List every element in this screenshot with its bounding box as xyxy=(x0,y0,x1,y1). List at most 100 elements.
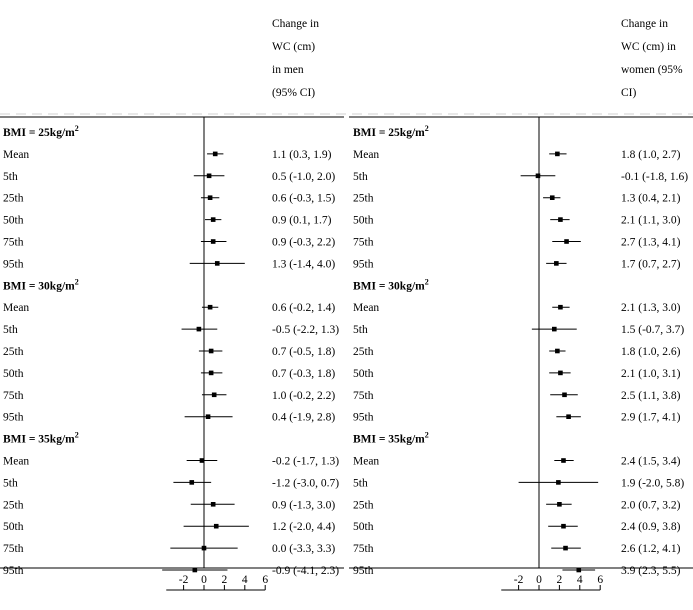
row-label: 75th xyxy=(3,237,24,249)
estimate-label: 0.6 (-0.2, 1.4) xyxy=(272,302,335,314)
estimate-point xyxy=(211,392,217,398)
row-label: 25th xyxy=(353,346,374,358)
row-label: 25th xyxy=(3,346,24,358)
estimate-label: -0.2 (-1.7, 1.3) xyxy=(272,456,339,468)
row-label: 95th xyxy=(353,258,374,270)
x-tick-label: 0 xyxy=(536,574,542,586)
estimate-label: 1.0 (-0.2, 2.2) xyxy=(272,390,335,402)
row-label: 25th xyxy=(353,193,374,205)
row-label: Mean xyxy=(353,456,379,468)
estimate-point xyxy=(201,545,207,551)
estimate-label: -1.2 (-3.0, 0.7) xyxy=(272,477,339,489)
row-label: 5th xyxy=(3,171,18,183)
x-tick-label: -2 xyxy=(514,574,524,586)
estimate-point xyxy=(210,502,216,507)
estimate-label: 2.0 (0.7, 3.2) xyxy=(621,499,681,511)
column-header-line: Change in xyxy=(272,18,319,30)
row-label: 75th xyxy=(3,543,24,555)
row-label: 95th xyxy=(353,565,374,577)
row-label: 95th xyxy=(3,258,24,270)
estimate-point xyxy=(199,458,205,463)
estimate-label: 1.7 (0.7, 2.7) xyxy=(621,258,681,270)
row-label: Mean xyxy=(3,456,29,468)
estimate-point xyxy=(554,261,559,266)
row-label: 95th xyxy=(3,565,24,577)
estimate-label: 2.5 (1.1, 3.8) xyxy=(621,390,681,402)
x-tick-label: 2 xyxy=(222,574,228,586)
estimate-point xyxy=(196,326,202,332)
estimate-label: 0.9 (-0.3, 2.2) xyxy=(272,237,335,249)
estimate-label: -0.5 (-2.2, 1.3) xyxy=(272,324,339,336)
estimate-label: 0.4 (-1.9, 2.8) xyxy=(272,412,335,424)
estimate-label: -0.1 (-1.8, 1.6) xyxy=(621,171,688,183)
estimate-point xyxy=(205,414,211,419)
row-label: 75th xyxy=(353,237,374,249)
row-label: Mean xyxy=(3,302,29,314)
estimate-label: 1.8 (1.0, 2.6) xyxy=(621,346,681,358)
row-label: 50th xyxy=(3,521,24,533)
group-label: BMI = 25kg/m2 xyxy=(353,124,429,139)
estimate-point xyxy=(210,239,216,244)
estimate-point xyxy=(576,567,582,573)
estimate-point xyxy=(207,304,213,310)
panel-women: Change in WC (cm) in women (95% CI) BMI = 25… xyxy=(349,18,693,591)
row-label: 5th xyxy=(3,324,18,336)
estimate-point xyxy=(210,217,216,222)
estimate-point xyxy=(189,480,195,485)
estimate-label: 0.9 (-1.3, 3.0) xyxy=(272,499,335,511)
estimate-point xyxy=(555,348,560,354)
estimate-label: 3.9 (2.3, 5.5) xyxy=(621,565,681,577)
estimate-point xyxy=(208,370,214,376)
estimate-label: 1.5 (-0.7, 3.7) xyxy=(621,324,684,336)
estimate-label: 2.7 (1.3, 4.1) xyxy=(621,237,681,249)
estimate-label: 0.7 (-0.5, 1.8) xyxy=(272,346,335,358)
estimate-point xyxy=(208,348,214,354)
estimate-point xyxy=(535,173,541,179)
group-label: BMI = 30kg/m2 xyxy=(3,277,79,292)
estimate-point xyxy=(552,326,557,332)
group-label: BMI = 35kg/m2 xyxy=(3,431,79,446)
column-header-line: WC (cm) xyxy=(272,41,315,53)
row-label: 75th xyxy=(3,390,24,402)
column-header-line: (95% CI) xyxy=(272,87,315,99)
estimate-label: 1.8 (1.0, 2.7) xyxy=(621,149,681,161)
estimate-label: 2.9 (1.7, 4.1) xyxy=(621,412,681,424)
estimate-label: 1.1 (0.3, 1.9) xyxy=(272,149,332,161)
row-label: Mean xyxy=(353,302,379,314)
column-header-line: Change in xyxy=(621,18,668,30)
estimate-point xyxy=(562,392,567,398)
group-label: BMI = 35kg/m2 xyxy=(353,431,429,446)
panel-men: Change in WC (cm) in men (95% CI) BMI = 25kg… xyxy=(0,18,344,591)
estimate-label: 2.4 (1.5, 3.4) xyxy=(621,456,681,468)
estimate-label: 1.3 (-1.4, 4.0) xyxy=(272,258,335,270)
row-label: 5th xyxy=(353,171,368,183)
x-tick-label: 4 xyxy=(577,574,583,586)
row-label: 50th xyxy=(3,215,24,227)
x-tick-label: -2 xyxy=(179,574,189,586)
row-label: 25th xyxy=(353,499,374,511)
estimate-point xyxy=(556,480,561,485)
estimate-label: 0.5 (-1.0, 2.0) xyxy=(272,171,335,183)
estimate-label: 0.9 (0.1, 1.7) xyxy=(272,215,332,227)
x-tick-label: 2 xyxy=(557,574,563,586)
x-tick-label: 6 xyxy=(597,574,603,586)
column-header-line: in men xyxy=(272,64,304,76)
estimate-point xyxy=(213,523,219,529)
row-label: 50th xyxy=(3,368,24,380)
row-label: 25th xyxy=(3,499,24,511)
row-label: Mean xyxy=(353,149,379,161)
estimate-point xyxy=(206,173,212,179)
group-label: BMI = 30kg/m2 xyxy=(353,277,429,292)
row-label: 75th xyxy=(353,543,374,555)
estimate-point xyxy=(558,304,563,310)
estimate-label: 1.3 (0.4, 2.1) xyxy=(621,193,681,205)
estimate-point xyxy=(558,370,563,376)
x-tick-label: 4 xyxy=(242,574,248,586)
estimate-label: 2.1 (1.1, 3.0) xyxy=(621,215,681,227)
estimate-label: 1.9 (-2.0, 5.8) xyxy=(621,477,684,489)
row-label: 50th xyxy=(353,215,374,227)
estimate-point xyxy=(561,523,566,529)
estimate-point xyxy=(549,195,555,200)
column-header-line: CI) xyxy=(621,87,637,99)
